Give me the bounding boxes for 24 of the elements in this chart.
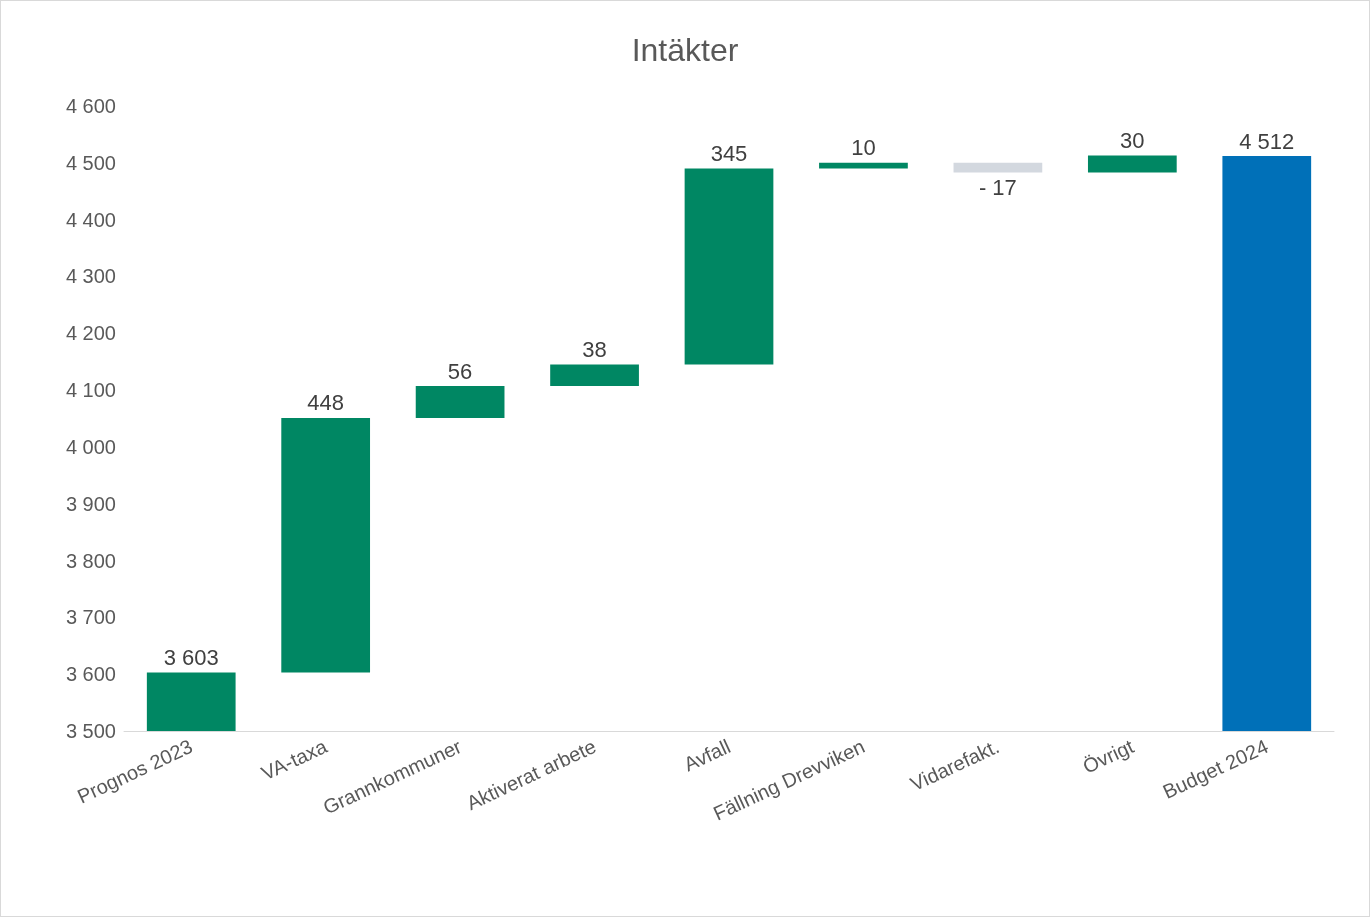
y-tick-label: 4 000 (65, 435, 116, 458)
data-label: 30 (1120, 127, 1145, 153)
y-tick-label: 4 100 (65, 379, 116, 402)
y-tick-label: 4 300 (65, 265, 116, 288)
data-label: - 17 (978, 174, 1017, 200)
y-tick-label: 3 800 (65, 549, 116, 572)
y-tick-label: 3 600 (65, 663, 116, 686)
data-label: 38 (582, 337, 607, 363)
y-tick-label: 3 900 (65, 492, 116, 515)
x-tick-label: Avfall (680, 735, 734, 776)
data-label: 4 512 (1239, 128, 1295, 154)
data-label: 345 (710, 141, 748, 166)
y-tick-label: 4 500 (65, 151, 116, 174)
x-tick-label: Övrigt (1079, 734, 1138, 778)
y-tick-label: 4 200 (65, 322, 116, 345)
y-tick-label: 3 500 (65, 720, 116, 742)
data-label: 56 (447, 358, 473, 384)
data-label: 3 603 (163, 644, 219, 670)
data-label: 10 (851, 135, 876, 161)
data-label: 448 (307, 390, 345, 416)
chart-title: Intäkter (631, 32, 739, 68)
y-tick-label: 4 600 (65, 95, 116, 117)
y-tick-label: 3 700 (65, 606, 116, 629)
y-tick-label: 4 400 (65, 208, 116, 231)
